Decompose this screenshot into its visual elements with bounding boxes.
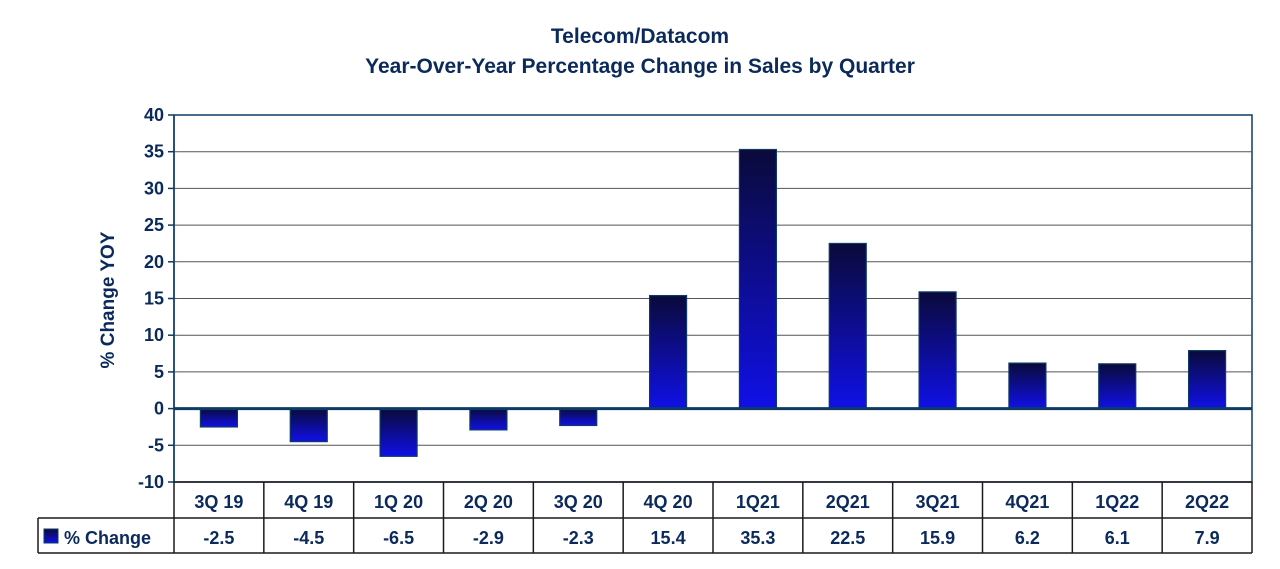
x-tick-label: 2Q 20 <box>464 492 513 512</box>
bar-1q20 <box>379 408 418 457</box>
x-tick-label: 2Q22 <box>1185 492 1229 512</box>
bar-3q20 <box>559 408 598 427</box>
data-label: 22.5 <box>830 528 865 548</box>
bar-3q21 <box>918 291 957 410</box>
data-label: 6.2 <box>1015 528 1040 548</box>
axes: 40 35 30 25 20 15 10 5 0 -5 -10 <box>138 105 1252 492</box>
y-tick-label: 10 <box>144 325 164 345</box>
data-label: -2.5 <box>203 528 234 548</box>
data-label: 6.1 <box>1105 528 1130 548</box>
legend-key <box>43 528 59 544</box>
x-tick-label: 4Q21 <box>1005 492 1049 512</box>
data-label: -2.3 <box>563 528 594 548</box>
x-tick-label: 3Q 20 <box>554 492 603 512</box>
bar-4q19 <box>289 408 328 443</box>
legend-label: % Change <box>64 528 151 548</box>
x-tick-label: 2Q21 <box>826 492 870 512</box>
x-tick-label: 4Q 19 <box>284 492 333 512</box>
y-tick-label: 0 <box>154 399 164 419</box>
data-label: -2.9 <box>473 528 504 548</box>
x-tick-label: 3Q21 <box>916 492 960 512</box>
x-tick-label: 3Q 19 <box>194 492 243 512</box>
y-axis-label: % Change YOY <box>98 231 119 368</box>
data-label: 15.4 <box>651 528 686 548</box>
data-label: 35.3 <box>740 528 775 548</box>
data-label: 7.9 <box>1195 528 1220 548</box>
bar-2q20 <box>469 408 508 431</box>
y-tick-label: 25 <box>144 215 164 235</box>
data-label: 15.9 <box>920 528 955 548</box>
chart-subtitle: Year-Over-Year Percentage Change in Sale… <box>365 55 915 78</box>
x-tick-label: 1Q21 <box>736 492 780 512</box>
y-tick-label: 5 <box>154 362 164 382</box>
data-label: -6.5 <box>383 528 414 548</box>
bar-1q22 <box>1098 363 1137 410</box>
y-tick-label: 35 <box>144 142 164 162</box>
bar-4q21 <box>1008 362 1047 410</box>
bars <box>199 148 1227 457</box>
grid-lines <box>173 114 1253 483</box>
chart-title-block: Telecom/Datacom Year-Over-Year Percentag… <box>0 22 1280 82</box>
bar-4q20 <box>648 294 688 410</box>
y-tick-label: -5 <box>148 435 164 455</box>
data-table: 3Q 19 -2.5 4Q 19 -4.5 1Q 20 -6.5 2Q 20 -2.9 3Q 2… <box>37 481 1253 554</box>
chart-title: Telecom/Datacom <box>550 25 730 48</box>
y-tick-label: 15 <box>144 289 164 309</box>
x-tick-label: 4Q 20 <box>644 492 693 512</box>
bar-3q19 <box>199 408 239 428</box>
bar-1q21 <box>738 148 778 410</box>
bar-2q21 <box>828 242 867 410</box>
x-tick-label: 1Q22 <box>1095 492 1139 512</box>
y-tick-label: 20 <box>144 252 164 272</box>
data-label: -4.5 <box>293 528 324 548</box>
x-tick-label: 1Q 20 <box>374 492 423 512</box>
y-tick-label: 40 <box>144 105 164 125</box>
y-tick-label: -10 <box>138 472 164 492</box>
y-tick-label: 30 <box>144 178 164 198</box>
bar-2q22 <box>1187 350 1227 410</box>
